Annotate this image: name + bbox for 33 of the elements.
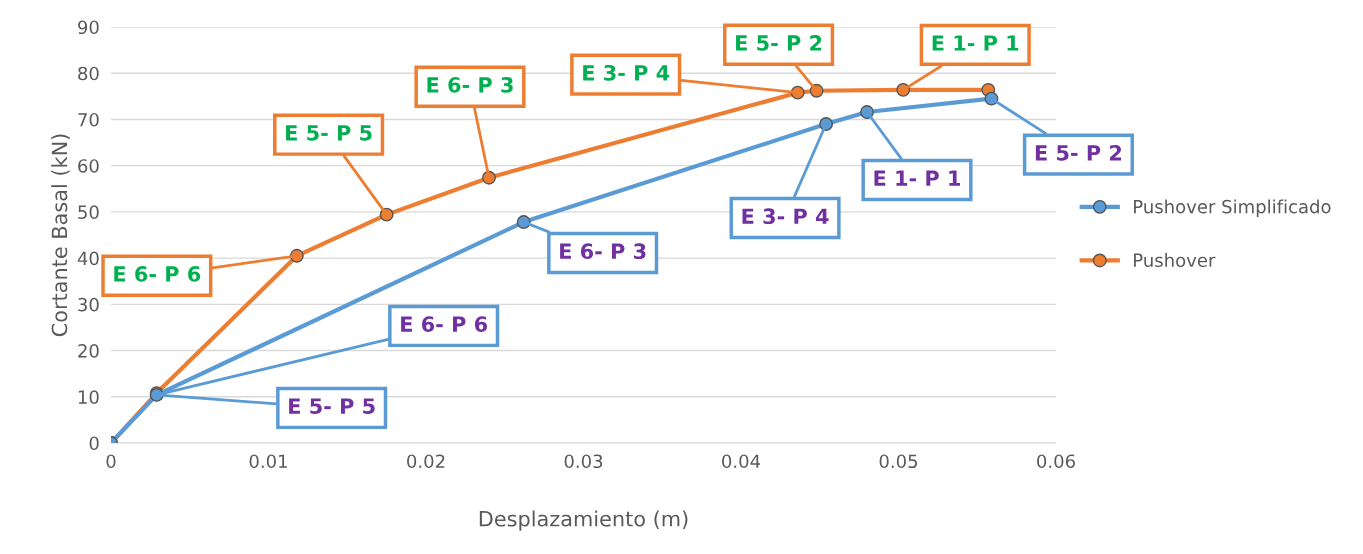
annotation: E 5- P 5 <box>289 398 375 414</box>
y-tick-label: 80 <box>78 66 99 81</box>
y-tick-label: 20 <box>78 344 99 358</box>
y-tick-label: 40 <box>77 251 99 266</box>
legend-label: Pushover Simplificado <box>1134 199 1331 217</box>
annotation: E 6- P 3 <box>427 76 513 93</box>
annotation: E 5- P 2 <box>736 35 822 51</box>
annotation: E 5- P 5 <box>286 125 372 141</box>
y-tick-label: 30 <box>78 297 99 312</box>
x-tick-label: 0.03 <box>564 454 603 469</box>
annotation: E 5- P 2 <box>1035 144 1122 161</box>
annotation: E 6- P 3 <box>560 243 646 260</box>
y-tick-label: 10 <box>78 390 99 404</box>
y-tick-label: 50 <box>78 205 99 220</box>
y-tick-label: 70 <box>78 112 99 127</box>
x-tick-label: 0.01 <box>249 454 287 469</box>
x-tick-label: 0.05 <box>879 454 918 469</box>
y-tick-label: 0 <box>89 436 99 451</box>
legend-label: Pushover <box>1134 253 1216 268</box>
x-tick-label: 0.04 <box>722 454 761 469</box>
x-tick-label: 0.06 <box>1037 454 1075 469</box>
x-axis-title: Desplazamiento (m) <box>479 510 688 531</box>
annotation: E 3- P 4 <box>742 208 829 225</box>
annotation: E 6- P 6 <box>401 316 487 332</box>
y-axis-title: Cortante Basal (kN) <box>51 134 70 337</box>
annotation: E 3- P 4 <box>583 64 670 81</box>
x-tick-label: 0.02 <box>407 454 445 469</box>
annotation: E 6- P 6 <box>114 266 201 282</box>
y-tick-label: 60 <box>78 159 99 173</box>
x-tick-label: 0 <box>106 454 116 469</box>
y-tick-label: 90 <box>78 20 99 35</box>
annotation: E 1- P 1 <box>874 170 961 186</box>
annotation: E 1- P 1 <box>932 35 1019 51</box>
